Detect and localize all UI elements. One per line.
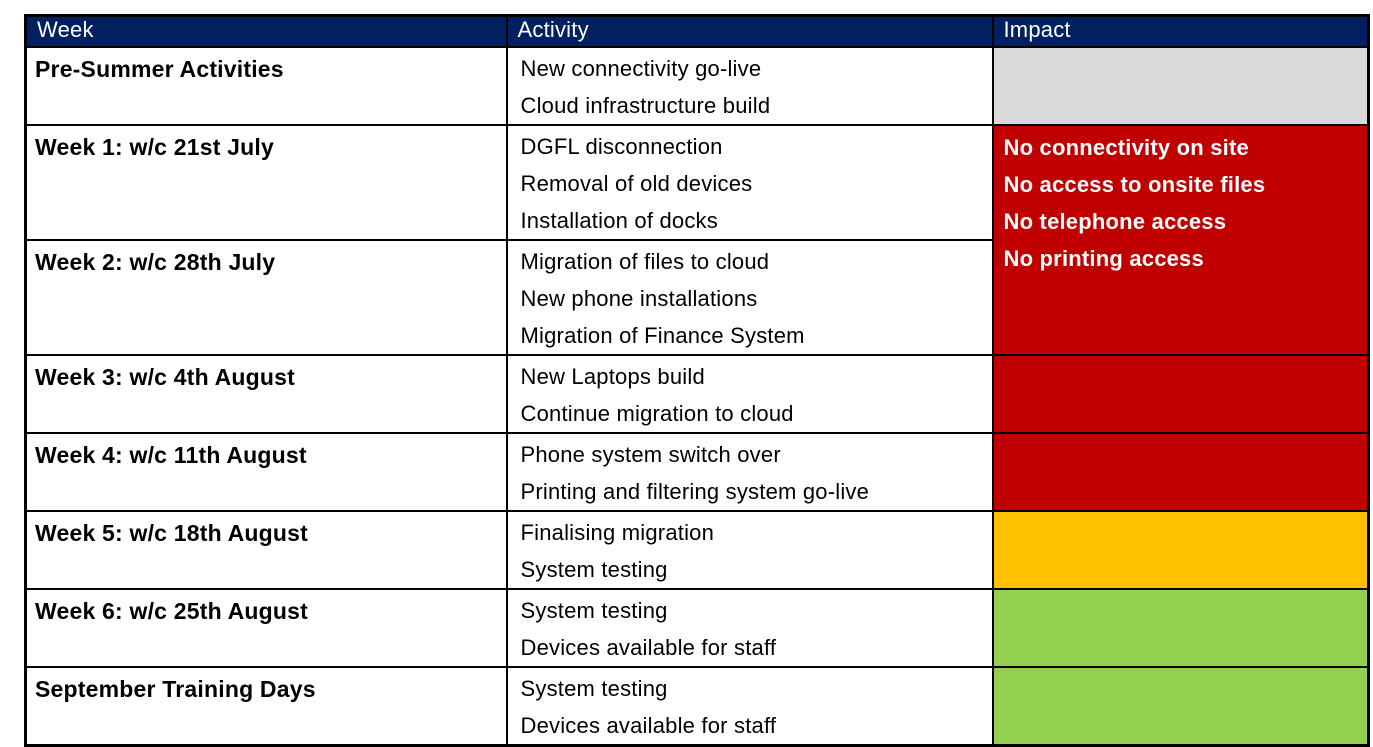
impact-cell-severe bbox=[991, 431, 1370, 512]
activity-line: Continue migration to cloud bbox=[520, 400, 794, 426]
activity-cell: New connectivity go-live Cloud infrastru… bbox=[505, 45, 994, 126]
week-cell: Week 5: w/c 18th August bbox=[24, 509, 508, 590]
week-cell: Week 2: w/c 28th July bbox=[24, 238, 508, 356]
impact-line: No access to onsite files bbox=[1003, 171, 1266, 197]
activity-line: Devices available for staff bbox=[520, 634, 777, 660]
activity-line: DGFL disconnection bbox=[520, 133, 723, 159]
impact-cell-severe bbox=[991, 353, 1370, 434]
table-row-pre-summer: Pre-Summer Activities New connectivity g… bbox=[24, 45, 1370, 126]
activity-line: System testing bbox=[520, 556, 668, 582]
activity-line: Removal of old devices bbox=[520, 170, 753, 196]
activity-line: System testing bbox=[520, 597, 668, 623]
schedule-table-container: Week Activity Impact Pre-Summer Activiti… bbox=[24, 14, 1370, 747]
activity-line: Devices available for staff bbox=[520, 712, 777, 738]
activity-cell: Finalising migration System testing bbox=[505, 509, 994, 590]
week-cell: Pre-Summer Activities bbox=[24, 45, 508, 126]
impact-cell-severe-merged: No connectivity on site No access to ons… bbox=[991, 123, 1370, 356]
activity-line: New Laptops build bbox=[520, 363, 705, 389]
header-row: Week Activity Impact bbox=[24, 14, 1370, 48]
activity-cell: System testing Devices available for sta… bbox=[505, 587, 994, 668]
impact-cell-ok bbox=[991, 587, 1370, 668]
impact-cell-neutral bbox=[991, 45, 1370, 126]
impact-cell-warning bbox=[991, 509, 1370, 590]
impact-line: No connectivity on site bbox=[1003, 134, 1249, 160]
schedule-table: Week Activity Impact Pre-Summer Activiti… bbox=[24, 14, 1370, 747]
impact-line: No telephone access bbox=[1003, 208, 1227, 234]
table-row-week-4: Week 4: w/c 11th August Phone system swi… bbox=[24, 431, 1370, 512]
activity-line: Migration of Finance System bbox=[520, 322, 805, 348]
activity-line: New connectivity go-live bbox=[520, 55, 762, 81]
week-cell: September Training Days bbox=[24, 665, 508, 746]
activity-cell: System testing Devices available for sta… bbox=[505, 665, 994, 746]
table-row-week-5: Week 5: w/c 18th August Finalising migra… bbox=[24, 509, 1370, 590]
activity-line: Installation of docks bbox=[520, 207, 718, 233]
week-cell: Week 4: w/c 11th August bbox=[24, 431, 508, 512]
table-row-week-3: Week 3: w/c 4th August New Laptops build… bbox=[24, 353, 1370, 434]
activity-line: Cloud infrastructure build bbox=[520, 92, 771, 118]
impact-line: No printing access bbox=[1003, 245, 1204, 271]
activity-cell: New Laptops build Continue migration to … bbox=[505, 353, 994, 434]
column-header-impact: Impact bbox=[991, 14, 1370, 48]
activity-cell: DGFL disconnection Removal of old device… bbox=[505, 123, 994, 241]
activity-line: Printing and filtering system go-live bbox=[520, 478, 870, 504]
table-row-week-2: Week 2: w/c 28th July Migration of files… bbox=[24, 238, 1369, 356]
activity-line: Phone system switch over bbox=[520, 441, 781, 467]
activity-line: System testing bbox=[520, 675, 668, 701]
activity-line: Migration of files to cloud bbox=[520, 248, 770, 274]
impact-cell-ok bbox=[991, 665, 1370, 746]
column-header-activity: Activity bbox=[505, 14, 994, 48]
table-row-week-1: Week 1: w/c 21st July DGFL disconnection… bbox=[24, 123, 1370, 356]
table-row-september: September Training Days System testing D… bbox=[24, 665, 1370, 746]
column-header-week: Week bbox=[24, 14, 508, 48]
week-cell: Week 6: w/c 25th August bbox=[24, 587, 508, 668]
table-row-week-6: Week 6: w/c 25th August System testing D… bbox=[24, 587, 1370, 668]
activity-cell: Migration of files to cloud New phone in… bbox=[505, 238, 994, 356]
activity-line: New phone installations bbox=[520, 285, 758, 311]
activity-line: Finalising migration bbox=[520, 519, 715, 545]
week-cell: Week 1: w/c 21st July bbox=[24, 123, 508, 241]
activity-cell: Phone system switch over Printing and fi… bbox=[505, 431, 994, 512]
week-cell: Week 3: w/c 4th August bbox=[24, 353, 508, 434]
